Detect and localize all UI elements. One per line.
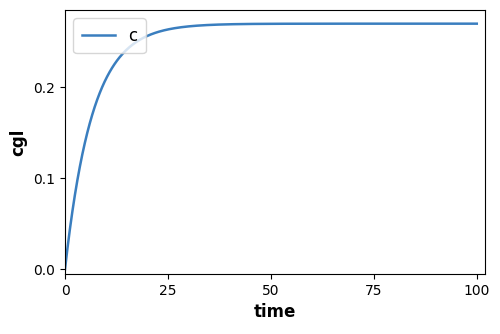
Y-axis label: cgl: cgl	[10, 128, 28, 156]
c	[62, 267, 68, 271]
X-axis label: time: time	[254, 303, 296, 321]
c	[260, 22, 266, 26]
c	[285, 22, 291, 26]
c	[464, 22, 470, 26]
Line: c: c	[65, 24, 477, 269]
Legend: c: c	[74, 18, 146, 53]
c	[307, 22, 313, 26]
c	[400, 22, 406, 26]
c	[258, 22, 264, 26]
c	[474, 22, 480, 26]
